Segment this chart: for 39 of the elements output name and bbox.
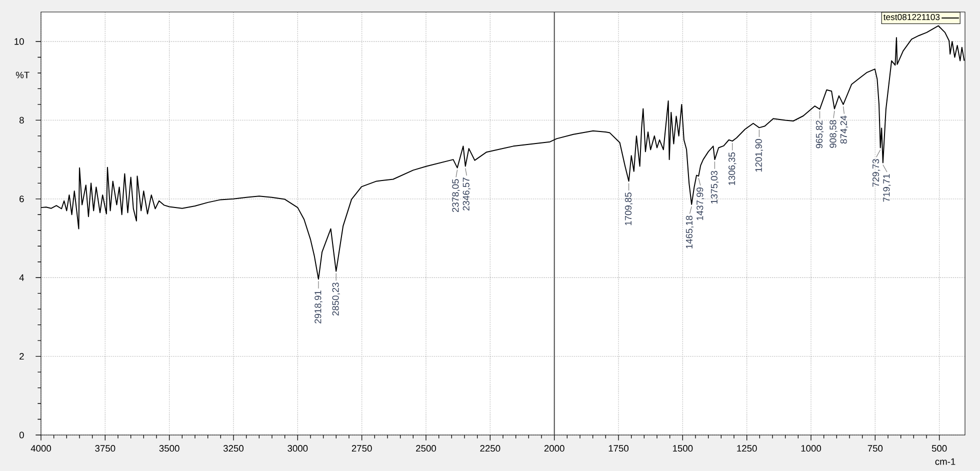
annotation: 2918,91 [314,290,322,324]
x-tick-label: 500 [932,445,947,452]
x-tick-label: 2500 [416,445,436,452]
y-axis-title: %T [16,72,30,78]
annotation: 729,73 [872,159,880,187]
y-tick-label: 10 [14,38,24,45]
x-tick-label: 4000 [30,445,52,452]
x-tick-label: 1000 [801,445,822,452]
legend-label: test081221103 [883,14,940,20]
x-tick-label: 2750 [352,445,372,452]
x-tick-label: 1250 [737,445,757,452]
annotation: 1437,99 [696,187,704,220]
annotation: 2850,23 [332,282,340,316]
x-tick-label: 2000 [544,445,564,452]
y-tick-label: 4 [19,274,24,281]
x-tick-label: 3000 [288,445,308,452]
y-tick-label: 6 [20,196,24,202]
annotation: 2378,05 [452,179,460,212]
annotation: 1201,90 [755,138,764,172]
annotation: 874,24 [840,116,848,144]
x-axis-title: cm-1 [935,458,956,465]
annotation: 719,71 [883,174,891,202]
annotation: 1709,85 [624,192,633,226]
y-tick-label: 0 [19,432,24,438]
x-tick-label: 750 [868,445,883,452]
annotation: 1306,35 [728,152,736,186]
annotation: 965,82 [816,120,824,148]
annotation: 1375,03 [710,170,719,204]
x-tick-label: 1500 [672,445,693,452]
x-tick-label: 3750 [95,445,116,452]
annotation: 2346,57 [462,178,471,210]
x-tick-label: 3250 [223,445,244,452]
x-tick-label: 2250 [480,445,500,452]
y-tick-label: 2 [20,353,24,360]
annotation: 1465,18 [686,216,694,248]
y-tick-label: 8 [19,116,24,124]
x-tick-label: 1750 [608,445,629,452]
annotation: 908,58 [830,120,838,148]
x-tick-label: 3500 [159,445,180,452]
